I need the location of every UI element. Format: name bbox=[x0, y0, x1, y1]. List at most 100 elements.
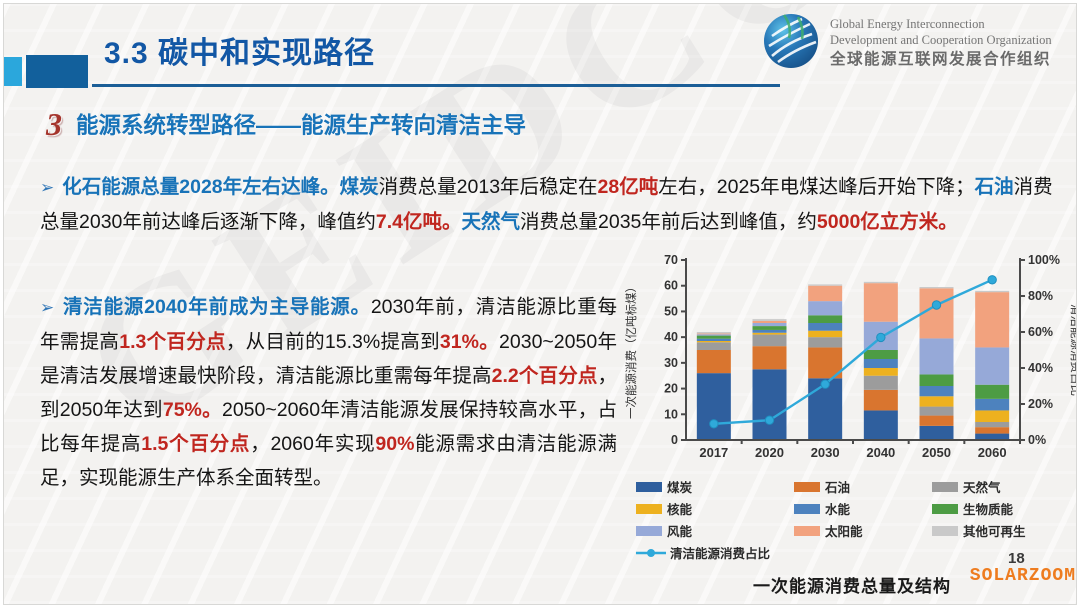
svg-text:50: 50 bbox=[664, 304, 678, 318]
text-run: 天然气 bbox=[461, 211, 521, 233]
bar-segment bbox=[919, 406, 954, 416]
bar-segment bbox=[919, 338, 954, 375]
slide: GEIDCO 3.3 碳中和实现路径 bbox=[3, 3, 1077, 605]
text-run: 左右，2025年电煤达峰后开始下降； bbox=[658, 176, 975, 198]
svg-text:10: 10 bbox=[664, 407, 678, 421]
svg-text:30: 30 bbox=[664, 356, 678, 370]
svg-text:2017: 2017 bbox=[699, 445, 728, 460]
svg-text:40: 40 bbox=[664, 330, 678, 344]
text-run: 31%。 bbox=[439, 331, 500, 353]
text-run: 7.4亿吨。 bbox=[375, 211, 462, 233]
svg-text:2040: 2040 bbox=[866, 445, 895, 460]
bar-segment bbox=[752, 323, 787, 327]
bar-segment bbox=[863, 350, 898, 359]
svg-text:0%: 0% bbox=[1028, 433, 1046, 447]
bar-segment bbox=[752, 369, 787, 440]
legend-swatch bbox=[636, 503, 662, 514]
svg-text:80%: 80% bbox=[1028, 289, 1053, 303]
bar-segment bbox=[696, 334, 731, 336]
line-marker bbox=[876, 332, 886, 343]
legend-item: 水能 bbox=[794, 499, 932, 518]
bar-segment bbox=[808, 323, 843, 331]
bar-segment bbox=[919, 374, 954, 386]
bar-segment bbox=[752, 329, 787, 333]
bar-segment bbox=[863, 359, 898, 368]
text-run: 1.3个百分点 bbox=[119, 331, 226, 353]
legend-item: 生物质能 bbox=[932, 499, 1076, 518]
bar-segment bbox=[808, 337, 843, 348]
svg-text:2030: 2030 bbox=[811, 445, 840, 460]
bar-segment bbox=[975, 292, 1010, 348]
legend-item: 其他可再生 bbox=[932, 521, 1076, 540]
bar-segment bbox=[863, 283, 898, 322]
bar-segment bbox=[808, 330, 843, 338]
bar-segment bbox=[863, 389, 898, 411]
legend-item: 石油 bbox=[794, 477, 932, 496]
org-logo: Global Energy Interconnection Developmen… bbox=[762, 12, 1052, 75]
section-number: 3 bbox=[46, 106, 62, 142]
stacked-bar-line-chart: 0 10 20 30 40 50 60 70 0% 20% 40% 60% 80% 100% 2017 202… bbox=[622, 250, 1076, 473]
legend-label: 其他可再生 bbox=[963, 525, 1026, 539]
bullet-clean-energy-text: 清洁能源2040年前成为主导能源。2030年前，清洁能源比重每年需提高1.3个百… bbox=[40, 296, 617, 489]
text-run: ，从目前的15.3%提高到 bbox=[225, 331, 440, 353]
line-marker bbox=[709, 419, 719, 429]
bullet-fossil-energy: ➢ 化石能源总量2028年左右达峰。煤炭消费总量2013年后稳定在28亿吨左右，2… bbox=[40, 170, 1062, 239]
bar-segment bbox=[808, 284, 843, 286]
text-run: 75%。 bbox=[162, 399, 222, 421]
legend-swatch bbox=[932, 525, 958, 536]
text-run: 90% bbox=[375, 433, 415, 455]
bar-segment bbox=[975, 433, 1010, 440]
bar-segment bbox=[808, 315, 843, 323]
bar-segment bbox=[919, 287, 954, 289]
legend-label: 太阳能 bbox=[825, 525, 863, 539]
text-run: 煤炭 bbox=[339, 176, 379, 198]
bar-segment bbox=[696, 342, 731, 350]
legend-label: 天然气 bbox=[963, 481, 1001, 495]
bar-segment bbox=[863, 410, 898, 440]
header-deco-square-dark bbox=[26, 55, 88, 88]
legend-item: 太阳能 bbox=[794, 521, 932, 540]
bar-segment bbox=[919, 425, 954, 440]
text-run: 2050~2060年清洁能源发展保持较高水平，占比每年提高 bbox=[40, 399, 617, 455]
bar-segment bbox=[752, 334, 787, 347]
bar-segment bbox=[863, 375, 898, 390]
text-run: 石油 bbox=[974, 176, 1014, 198]
text-run: 消费总量2035年前后达到峰值，约 bbox=[520, 211, 817, 233]
text-run: 清洁能源2040年前成为主导能源。 bbox=[62, 296, 371, 318]
page-title: 3.3 碳中和实现路径 bbox=[104, 37, 376, 70]
bar-segment bbox=[696, 350, 731, 374]
bar-segment bbox=[919, 288, 954, 339]
svg-text:一次能源消费（亿吨标煤）: 一次能源消费（亿吨标煤） bbox=[624, 281, 638, 419]
svg-text:20%: 20% bbox=[1028, 397, 1053, 411]
text-run: 2030年前，清洁能源比重每年需提高 bbox=[40, 296, 617, 353]
text-run: 2.2个百分点 bbox=[491, 365, 598, 387]
svg-text:70: 70 bbox=[664, 253, 678, 267]
svg-text:2050: 2050 bbox=[922, 445, 951, 460]
header-deco-square-light bbox=[4, 57, 22, 86]
section-heading: 3 能源系统转型路径——能源生产转向清洁主导 bbox=[46, 108, 526, 140]
text-run: 消费总量2030年前达峰后逐渐下降，峰值约 bbox=[40, 176, 1053, 233]
svg-text:2060: 2060 bbox=[978, 445, 1007, 460]
text-run: 2030~2050年是清洁发展增速最快阶段，清洁能源比重需每年提高 bbox=[40, 331, 617, 387]
legend-swatch bbox=[932, 503, 958, 514]
bar-segment bbox=[975, 347, 1010, 385]
svg-text:20: 20 bbox=[664, 382, 678, 396]
bar-segment bbox=[975, 290, 1010, 293]
svg-text:40%: 40% bbox=[1028, 361, 1053, 375]
bar-segment bbox=[696, 338, 731, 341]
bar-segment bbox=[863, 368, 898, 376]
legend-label: 风能 bbox=[667, 525, 693, 539]
bar-segment bbox=[975, 427, 1010, 434]
bar-segment bbox=[975, 422, 1010, 428]
bullet-clean-energy: ➢ 清洁能源2040年前成为主导能源。2030年前，清洁能源比重每年需提高1.3个… bbox=[40, 290, 617, 495]
legend-label: 核能 bbox=[667, 503, 693, 517]
legend-label: 煤炭 bbox=[667, 481, 693, 495]
section-title: 能源系统转型路径——能源生产转向清洁主导 bbox=[76, 113, 527, 138]
legend-line-label: 清洁能源消费占比 bbox=[670, 547, 771, 561]
svg-text:100%: 100% bbox=[1028, 253, 1060, 267]
bar-segment bbox=[752, 319, 787, 321]
text-run: 28亿吨 bbox=[597, 176, 659, 198]
energy-chart-block: 0 10 20 30 40 50 60 70 0% 20% 40% 60% 80% 100% 2017 202… bbox=[622, 250, 1076, 597]
bar-segment bbox=[919, 415, 954, 426]
bar-segment bbox=[696, 335, 731, 339]
